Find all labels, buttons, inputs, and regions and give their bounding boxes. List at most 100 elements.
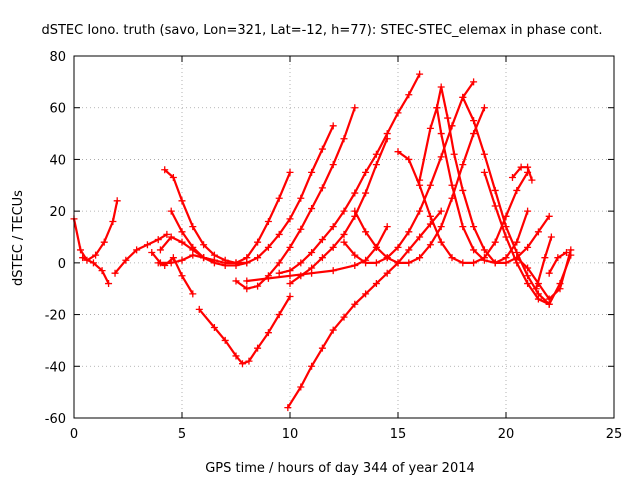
data-point-marker [524,272,532,280]
series-9 [195,292,294,368]
data-point-marker [470,246,478,254]
data-point-marker [163,230,171,238]
plot-frame [73,55,615,419]
data-point-marker [329,326,337,334]
data-point-marker [264,329,272,337]
series-7 [154,254,197,298]
data-point-marker [480,168,488,176]
data-point-marker [351,251,359,259]
data-point-marker [308,264,316,272]
data-point-marker [480,150,488,158]
data-point-marker [491,202,499,210]
series-line [81,256,110,285]
data-point-marker [351,261,359,269]
data-point-marker [532,285,540,293]
data-point-marker [405,246,413,254]
x-tick-label: 25 [606,427,623,442]
data-point-marker [459,186,467,194]
data-point-marker [426,181,434,189]
data-point-marker [221,261,229,269]
data-point-marker [351,104,359,112]
data-point-marker [98,267,106,275]
x-tick-label: 5 [178,427,186,442]
data-point-marker [351,189,359,197]
data-point-marker [437,83,445,91]
data-point-marker [254,282,262,290]
data-point-marker [308,205,316,213]
data-point-marker [405,155,413,163]
x-tick-label: 20 [498,427,515,442]
data-point-marker [502,233,510,241]
data-point-marker [178,272,186,280]
data-point-marker [79,254,87,262]
data-point-marker [351,207,359,215]
data-point-marker [508,174,516,182]
data-point-marker [133,246,141,254]
data-point-marker [275,269,283,277]
series-12 [275,70,424,277]
data-point-marker [243,259,251,267]
series-16 [351,104,488,267]
y-tick-label: -60 [45,412,66,427]
data-point-marker [161,166,169,174]
data-point-marker [534,295,542,303]
data-point-marker [275,194,283,202]
x-tick-label: 10 [282,427,299,442]
data-point-marker [113,197,121,205]
data-point-marker [426,212,434,220]
data-point-marker [524,280,532,288]
data-point-marker [254,238,262,246]
data-point-marker [297,383,305,391]
data-point-marker [156,246,164,254]
series-11 [243,223,391,285]
data-point-marker [169,174,177,182]
data-point-marker [178,256,186,264]
data-point-marker [286,215,294,223]
data-point-marker [286,267,294,275]
data-point-marker [448,254,456,262]
data-point-marker [437,223,445,231]
data-point-marker [243,285,251,293]
data-point-marker [122,256,130,264]
data-point-marker [534,228,542,236]
data-point-marker [394,243,402,251]
data-point-marker [210,259,218,267]
data-point-marker [245,357,253,365]
y-tick-label: 40 [49,153,66,168]
data-point-marker [513,254,521,262]
data-point-marker [340,207,348,215]
data-point-marker [178,238,186,246]
data-point-marker [433,104,441,112]
data-point-marker [405,259,413,267]
data-point-marker [470,78,478,86]
data-point-marker [513,238,521,246]
data-point-marker [189,251,197,259]
data-point-marker [286,280,294,288]
data-point-marker [470,130,478,138]
series-line [288,137,389,285]
data-point-marker [437,153,445,161]
data-point-marker [200,254,208,262]
data-point-marker [383,254,391,262]
series-14 [286,135,391,288]
x-tick-label: 15 [390,427,407,442]
series-13 [284,207,445,412]
data-point-marker [340,313,348,321]
data-point-marker [167,233,175,241]
data-point-marker [372,280,380,288]
y-tick-label: -20 [45,309,66,324]
data-point-marker [221,336,229,344]
series-line [170,124,335,267]
data-point-marker [528,176,536,184]
data-point-marker [450,150,458,158]
data-point-marker [426,124,434,132]
data-point-marker [308,249,316,257]
data-point-marker [275,259,283,267]
data-point-marker [286,292,294,300]
chart-title: dSTEC Iono. truth (savo, Lon=321, Lat=-1… [41,23,602,38]
data-point-marker [459,223,467,231]
data-point-marker [275,311,283,319]
data-point-marker [329,161,337,169]
data-point-marker [556,285,564,293]
y-tick-label: 60 [49,102,66,117]
